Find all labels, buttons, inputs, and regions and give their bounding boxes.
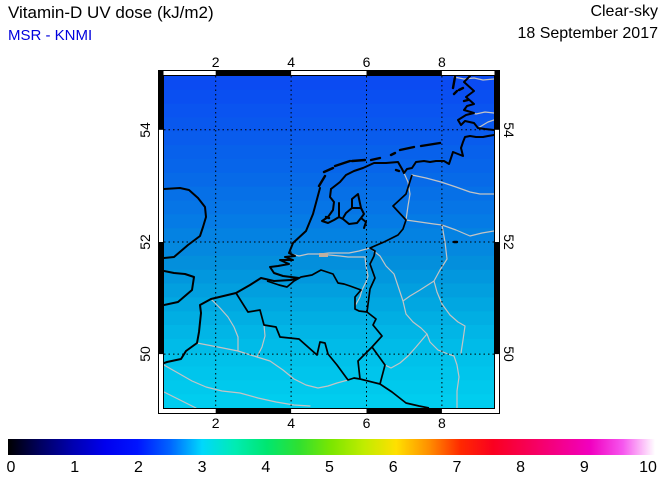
date-label: 18 September 2017 [517,25,658,42]
uv-dose-band [164,338,494,354]
lon-tick-top: 4 [287,54,295,70]
colorbar-tick-label: 2 [133,459,143,476]
uv-dose-band [164,172,494,188]
uv-dose-band [164,380,494,395]
colorbar-tick-label: 0 [6,459,16,476]
lat-tick-right: 52 [501,234,517,250]
uv-dose-band [164,117,494,132]
colorbar-tick-label: 9 [579,459,589,476]
colorbar-tick-label: 1 [70,459,80,476]
uv-dose-band [164,159,494,174]
uv-dose-band [164,255,494,271]
lat-tick-left: 52 [137,234,153,250]
lon-tick-top: 6 [362,54,371,70]
uv-dose-band [164,89,494,105]
uv-dose-band [164,131,494,146]
uv-dose-band [164,394,494,408]
lat-tick-left: 50 [137,346,153,362]
uv-dose-band [164,311,494,326]
lon-tick-top: 2 [211,54,220,70]
uv-dose-band [164,186,494,202]
lat-tick-right: 50 [501,346,517,362]
colorbar-tick-label: 10 [639,459,657,476]
lon-tick-bottom: 6 [362,415,371,431]
page-title: Vitamin-D UV dose (kJ/m2) [8,3,214,22]
uv-dose-band [164,366,494,381]
uv-dose-band [164,352,494,368]
data-source-label: MSR - KNMI [8,27,93,44]
uv-dose-band [164,145,494,160]
sediment-patch [319,253,328,257]
uv-dose-band [164,200,494,215]
colorbar-tick-label: 4 [261,459,271,476]
uv-dose-band [164,242,494,257]
lon-tick-bottom: 2 [211,415,220,431]
lat-tick-left: 54 [137,122,153,138]
map-panel [158,70,500,414]
uv-dose-band [164,269,494,285]
map-frame [158,70,500,414]
lon-tick-top: 8 [437,54,446,70]
lon-tick-bottom: 8 [437,415,446,431]
country-borders [235,174,430,408]
colorbar-tick-label: 5 [325,459,334,476]
uv-dose-band [164,103,494,119]
colorbar-tick-label: 3 [197,459,207,476]
graticule [164,76,494,408]
uv-dose-band [164,228,494,243]
lat-tick-right: 54 [501,122,517,138]
uv-dose-band [164,325,494,340]
uv-dose-band [164,283,494,298]
island-chain [317,76,470,244]
colorbar-tick-label: 7 [452,459,462,476]
lon-tick-bottom: 4 [287,415,295,431]
sky-condition-label: Clear-sky [590,3,658,20]
colorbar-tick-label: 8 [516,459,526,476]
map-canvas [158,70,500,414]
uv-dose-band [164,297,494,312]
uv-dose-band [164,76,494,91]
colorbar [8,439,655,455]
colorbar-tick-label: 6 [388,459,398,476]
